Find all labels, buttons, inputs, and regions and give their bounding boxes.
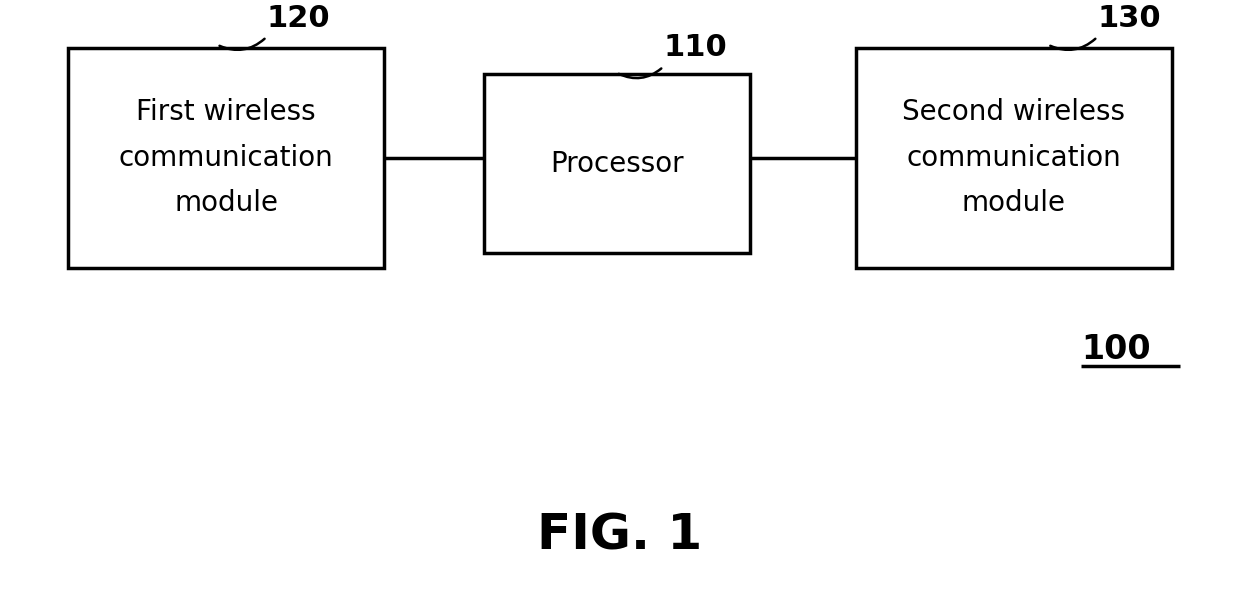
Bar (68, 48, 384, 268)
Text: FIG. 1: FIG. 1 (537, 511, 703, 559)
Bar (484, 74, 750, 253)
Text: 130: 130 (1097, 4, 1161, 33)
Text: Processor: Processor (551, 149, 683, 178)
Text: First wireless
communication
module: First wireless communication module (119, 98, 334, 217)
Text: Second wireless
communication
module: Second wireless communication module (903, 98, 1125, 217)
Text: 120: 120 (267, 4, 330, 33)
Text: 110: 110 (663, 33, 727, 62)
Text: 100: 100 (1081, 333, 1151, 366)
Bar (856, 48, 1172, 268)
